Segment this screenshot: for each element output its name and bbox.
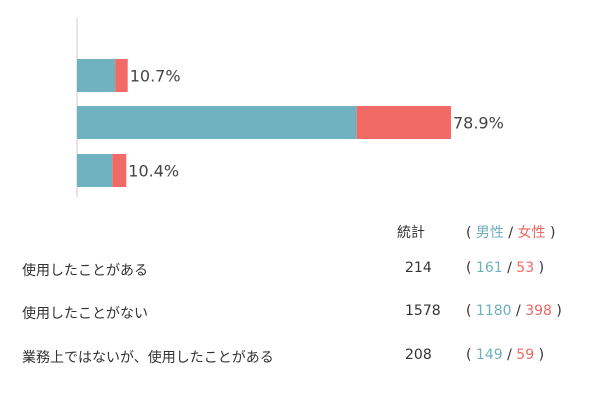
row-male-count: 149 <box>475 347 503 363</box>
row-breakdown: ( 149 / 59 ) <box>466 347 544 363</box>
table-row: 使用したことがない 1578 ( 1180 / 398 ) <box>0 303 600 325</box>
row-label: 使用したことがない <box>22 306 148 322</box>
open-paren: ( <box>466 260 472 276</box>
bar-female-segment <box>115 59 128 92</box>
header-total: 統計 <box>397 225 425 241</box>
row-breakdown: ( 161 / 53 ) <box>466 260 544 276</box>
header-male: 男性 <box>475 225 504 241</box>
open-paren: ( <box>466 303 472 319</box>
bar-male-segment <box>77 59 116 92</box>
bar-female-segment <box>356 106 451 139</box>
open-paren: ( <box>466 347 472 363</box>
stacked-bar-chart: 10.7% 78.9% 10.4% <box>76 18 504 197</box>
header-slash: / <box>508 225 514 241</box>
header-female: 女性 <box>517 225 546 241</box>
bar-percent-label: 10.4% <box>128 162 179 181</box>
close-paren: ) <box>538 347 545 363</box>
row-total: 214 <box>405 260 432 276</box>
table-row: 業務上ではないが、使用したことがある 208 ( 149 / 59 ) <box>0 347 600 369</box>
header-close-paren: ) <box>550 225 556 241</box>
bar-male-segment <box>77 106 357 139</box>
bar-percent-label: 10.7% <box>130 67 181 86</box>
header-breakdown: ( 男性 / 女性 ) <box>466 222 555 242</box>
row-male-count: 161 <box>475 260 503 276</box>
header-open-paren: ( <box>466 225 472 241</box>
row-breakdown: ( 1180 / 398 ) <box>466 303 562 319</box>
row-male-count: 1180 <box>475 303 512 319</box>
row-label: 使用したことがある <box>22 263 148 279</box>
close-paren: ) <box>556 303 562 319</box>
bar-male-segment <box>77 154 113 187</box>
slash: / <box>507 260 512 276</box>
bar-female-segment <box>112 154 127 187</box>
table-row: 使用したことがある 214 ( 161 / 53 ) <box>0 260 600 282</box>
row-female-count: 59 <box>516 347 535 363</box>
close-paren: ) <box>538 260 545 276</box>
row-total: 1578 <box>405 303 441 319</box>
slash: / <box>516 303 521 319</box>
row-label: 業務上ではないが、使用したことがある <box>22 350 274 366</box>
row-female-count: 398 <box>525 303 552 319</box>
row-total: 208 <box>405 347 432 363</box>
slash: / <box>507 347 512 363</box>
bar-percent-label: 78.9% <box>453 114 504 133</box>
row-female-count: 53 <box>516 260 535 276</box>
